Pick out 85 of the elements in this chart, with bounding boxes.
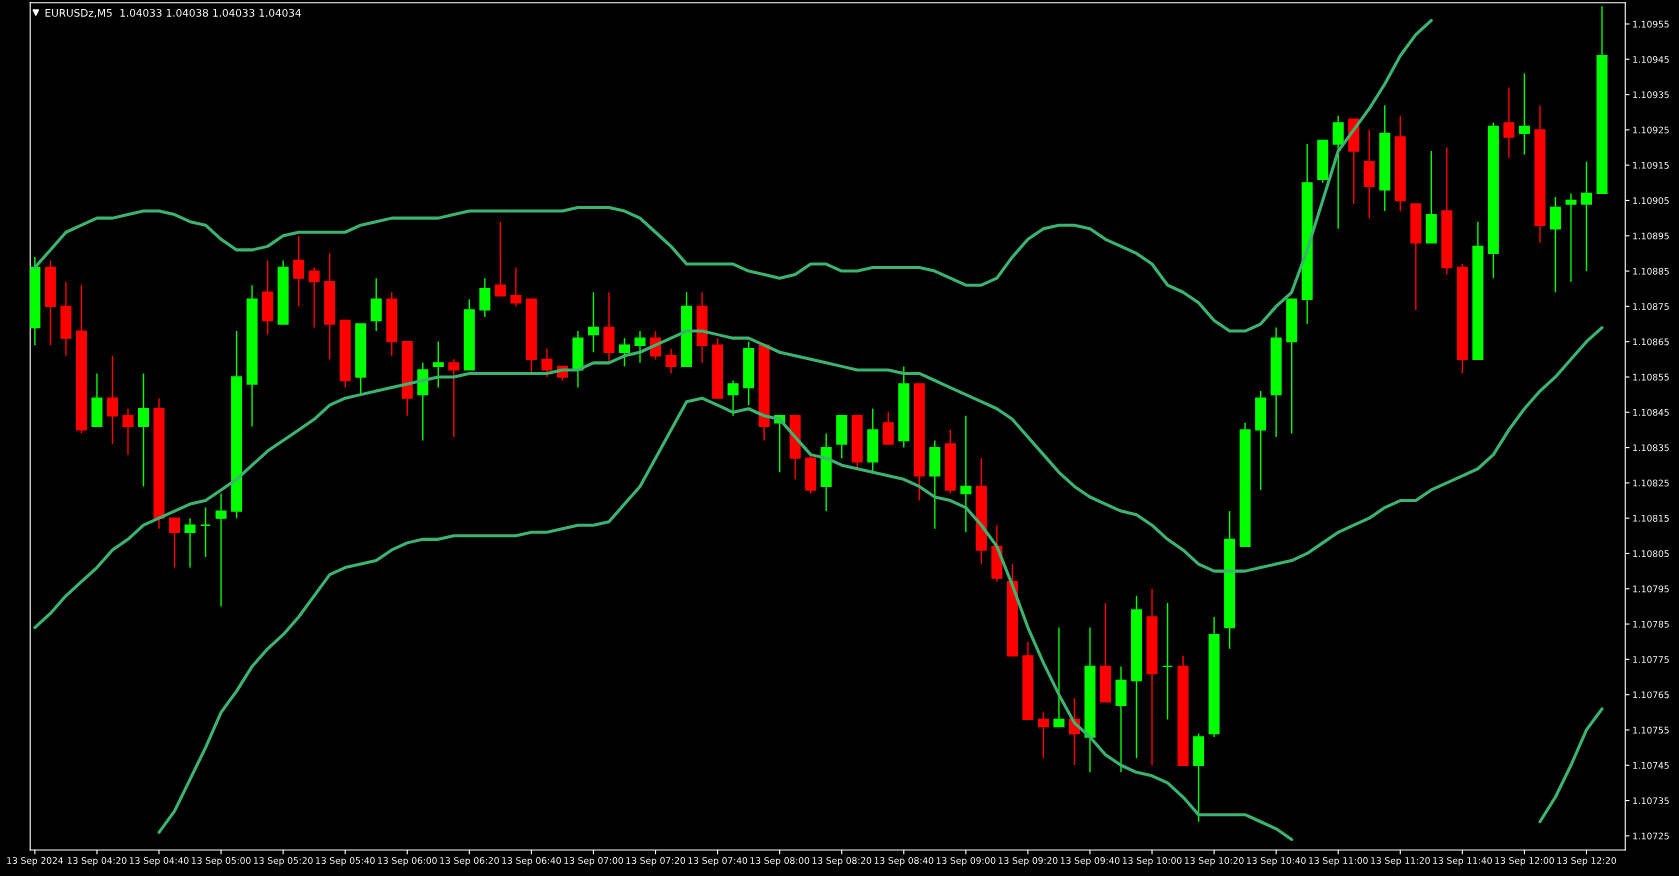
y-tick-label: 1.10735 [1633,797,1669,805]
candlestick [634,330,646,364]
y-tick-label: 1.10875 [1633,303,1669,310]
x-tick-label: 13 Sep 10:40 [1247,857,1306,866]
y-tick-label: 1.10905 [1633,197,1669,205]
y-tick-label: 1.10775 [1633,656,1669,663]
x-tick-label: 13 Sep 12:00 [1495,857,1554,866]
y-tick-label: 1.10815 [1633,514,1669,522]
y-tick-label: 1.10785 [1633,620,1669,628]
x-tick-label: 13 Sep 06:20 [440,857,499,866]
x-tick-label: 13 Sep 04:20 [67,857,127,866]
y-tick-label: 1.10895 [1633,232,1669,240]
candlestick [106,355,118,445]
x-tick-label: 13 Sep 09:20 [998,857,1058,866]
y-tick-label: 1.10885 [1633,267,1669,275]
x-tick-label: 13 Sep 10:00 [1122,857,1182,866]
y-tick-label: 1.10835 [1633,444,1669,452]
candlestick [494,220,506,297]
x-tick-label: 13 Sep 05:00 [191,857,251,866]
x-tick-label: 13 Sep 08:00 [750,857,810,866]
candlestick [541,348,553,378]
candlestick [665,348,677,375]
x-tick-label: 13 Sep 11:40 [1433,857,1492,866]
x-tick-label: 13 Sep 08:40 [874,857,934,866]
candlestick [1162,602,1174,721]
line-series [33,18,1433,333]
candlestick [448,358,460,438]
x-tick-label: 13 Sep 2024 [7,857,63,866]
text: EURUSDz,M5 1.04033 1.04038 1.04033 1.04034 [45,8,301,18]
candlestick [960,415,972,533]
candlestick [137,372,149,488]
candlestick [510,266,522,308]
candlestick [215,492,227,608]
x-tick-label: 13 Sep 06:00 [378,857,437,866]
y-tick-label: 1.10925 [1633,126,1669,134]
x-tick-label: 13 Sep 06:40 [502,857,561,866]
x-tick-label: 13 Sep 12:20 [1557,857,1617,866]
y-tick-label: 1.10745 [1633,761,1669,769]
x-tick-label: 13 Sep 11:00 [1309,857,1368,866]
candlestick [1580,160,1592,272]
y-tick-label: 1.10755 [1633,726,1669,734]
x-tick-label: 13 Sep 07:40 [688,857,748,866]
candlestick [1053,626,1065,728]
x-tick-label: 13 Sep 09:00 [936,857,996,866]
candlestick [169,517,181,569]
candlestick [200,506,212,558]
candlestick [882,411,894,445]
candlestick [587,291,599,353]
candlestick [1549,196,1561,293]
x-tick-label: 13 Sep 05:40 [316,857,375,866]
x-tick-label: 13 Sep 07:20 [626,857,686,866]
candlestick [293,235,305,308]
candlestick [1565,192,1577,283]
candlestick [1332,115,1344,230]
candlestick [122,408,134,456]
y-tick-label: 1.10855 [1633,373,1669,381]
y-tick-label: 1.10865 [1633,338,1669,346]
candlestick [370,277,382,332]
candlestick [479,277,491,318]
candlestick [618,337,630,368]
candlestick [1037,711,1049,759]
candlestick [432,340,444,389]
y-tick-label: 1.10795 [1633,585,1669,593]
y-tick-label: 1.10935 [1633,91,1669,99]
candlestick [184,517,196,569]
x-tick-label: 13 Sep 09:40 [1060,857,1120,866]
x-tick-label: 13 Sep 04:40 [129,857,189,866]
y-tick-label: 1.10955 [1633,20,1669,28]
line-series [33,326,1604,630]
x-tick-label: 13 Sep 05:20 [254,857,313,866]
y-tick-label: 1.10765 [1633,691,1669,699]
y-tick-label: 1.10945 [1633,56,1669,63]
x-tick-label: 13 Sep 11:20 [1371,857,1430,866]
candlestick [1518,72,1530,156]
x-tick-label: 13 Sep 10:20 [1184,857,1244,866]
y-tick-label: 1.10845 [1633,409,1669,416]
y-tick-label: 1.10805 [1633,550,1669,558]
candlestick [727,379,739,417]
y-tick-label: 1.10725 [1633,832,1669,840]
x-tick-label: 13 Sep 07:00 [564,857,623,866]
x-tick-label: 13 Sep 08:20 [812,857,872,866]
candlestick [1503,86,1515,159]
y-tick-label: 1.10915 [1633,161,1669,169]
y-tick-label: 1.10825 [1633,479,1669,487]
candlestick [308,266,320,329]
